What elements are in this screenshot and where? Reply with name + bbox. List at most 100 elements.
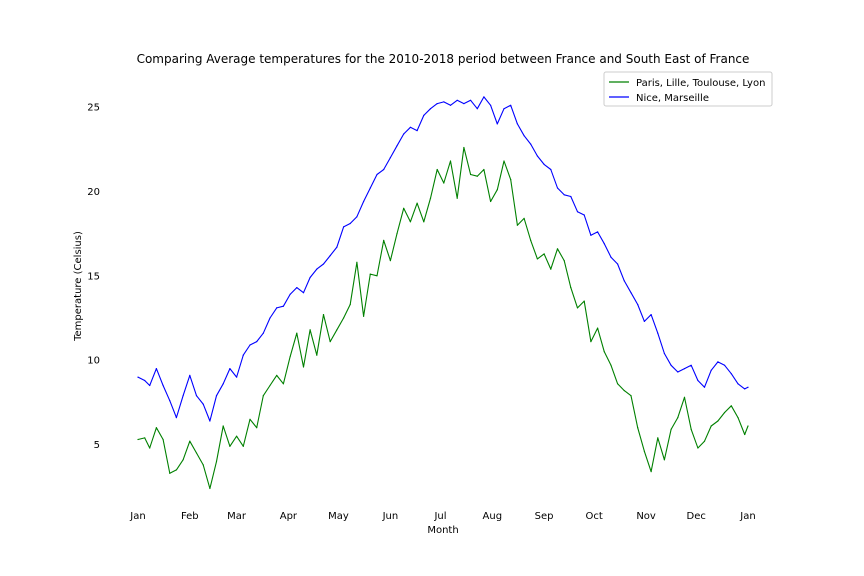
series-2-point [516, 123, 519, 125]
series-2-point [496, 123, 498, 125]
series-2-point [683, 368, 686, 370]
series-2-point [249, 344, 251, 346]
series-1-point [597, 327, 599, 329]
series-1-point [490, 200, 492, 203]
series-2-point [242, 354, 244, 356]
series-2-point [195, 395, 198, 397]
series-2-point [222, 383, 224, 385]
series-1-point [643, 450, 646, 452]
series-2-point [730, 373, 732, 375]
series-1-point [476, 175, 478, 177]
series-1-point [144, 437, 146, 439]
series-2-point [302, 292, 305, 294]
series-1-point [530, 239, 532, 241]
series-2-point [690, 364, 692, 366]
series-2-point [724, 364, 726, 366]
series-2-point [744, 388, 746, 390]
series-2-point [456, 99, 458, 101]
series-1-point [396, 233, 398, 235]
series-2-point [336, 246, 338, 248]
y-tick-label: 15 [87, 271, 100, 282]
series-2-point [396, 145, 398, 147]
legend-label-series-2: Nice, Marseille [636, 93, 709, 104]
plot-area [137, 96, 749, 490]
series-2-point [523, 135, 525, 137]
series-1-point [416, 202, 418, 204]
series-2-point [563, 194, 565, 196]
series-1-point [349, 303, 351, 306]
series-2-point [175, 417, 177, 419]
series-1-point [543, 253, 545, 255]
series-1-point [155, 427, 157, 429]
series-2-point [597, 231, 599, 233]
series-2-point [623, 280, 625, 282]
series-1-point [710, 425, 712, 427]
series-2-point [470, 99, 472, 101]
legend-frame [603, 71, 773, 107]
series-2-point [269, 317, 271, 319]
series-1-point [536, 258, 539, 260]
series-1-point [202, 464, 204, 466]
series-2-point [256, 341, 258, 343]
series-1-point [376, 275, 378, 277]
series-2-point [710, 369, 712, 371]
series-2-point [215, 395, 218, 397]
series-2-point [650, 314, 652, 316]
series-2-point [316, 268, 318, 270]
series-2-point [403, 133, 405, 135]
x-tick-label: Jun [382, 511, 399, 522]
series-2-group [137, 96, 749, 422]
series-2-point [657, 332, 659, 334]
series-1-point [137, 438, 139, 441]
x-tick-label: Aug [483, 511, 503, 522]
series-2-point [356, 216, 358, 218]
x-tick-label: Jan [129, 511, 145, 522]
series-1-point [590, 341, 592, 343]
series-1-point [617, 383, 619, 385]
series-1-point [296, 332, 298, 334]
series-2-point [670, 364, 672, 366]
series-1-point [289, 356, 291, 358]
series-2-point [617, 263, 619, 265]
series-1-point [510, 179, 512, 181]
series-2-point [202, 403, 204, 405]
series-1-point [302, 366, 305, 368]
series-2-point [162, 384, 164, 387]
series-1-point [683, 396, 686, 398]
legend-label-series-1: Paris, Lille, Toulouse, Lyon [636, 78, 765, 89]
series-2-point [747, 386, 749, 388]
series-2-point [322, 263, 325, 265]
series-1-point [703, 440, 706, 442]
series-1-point [356, 261, 358, 263]
series-2-point [550, 168, 552, 171]
series-2-point [429, 108, 432, 110]
series-2-point [556, 187, 559, 189]
series-2-point [416, 130, 418, 132]
series-1-point [189, 440, 191, 442]
series-2-point [583, 214, 585, 216]
series-1-point [583, 300, 585, 302]
series-2-point [376, 173, 378, 176]
series-2-point [329, 255, 331, 257]
series-2-point [182, 395, 184, 397]
series-1-point [256, 427, 258, 429]
series-1-point [276, 374, 278, 376]
series-1-point [236, 435, 238, 437]
series-2-point [423, 114, 425, 116]
series-1-point [463, 146, 465, 149]
series-1-point [242, 445, 244, 447]
series-2-point [144, 379, 146, 382]
series-1-point [222, 425, 224, 427]
series-2-point [369, 187, 371, 189]
series-2-point [630, 292, 632, 294]
series-1-point [269, 384, 271, 387]
series-2-point [189, 374, 191, 376]
series-1-point [322, 314, 325, 316]
series-1-point [429, 197, 432, 199]
series-1-point [169, 472, 171, 474]
series-2-point [570, 195, 572, 198]
series-1-point [630, 395, 632, 397]
series-1-point [423, 221, 425, 223]
series-1-point [663, 459, 666, 461]
